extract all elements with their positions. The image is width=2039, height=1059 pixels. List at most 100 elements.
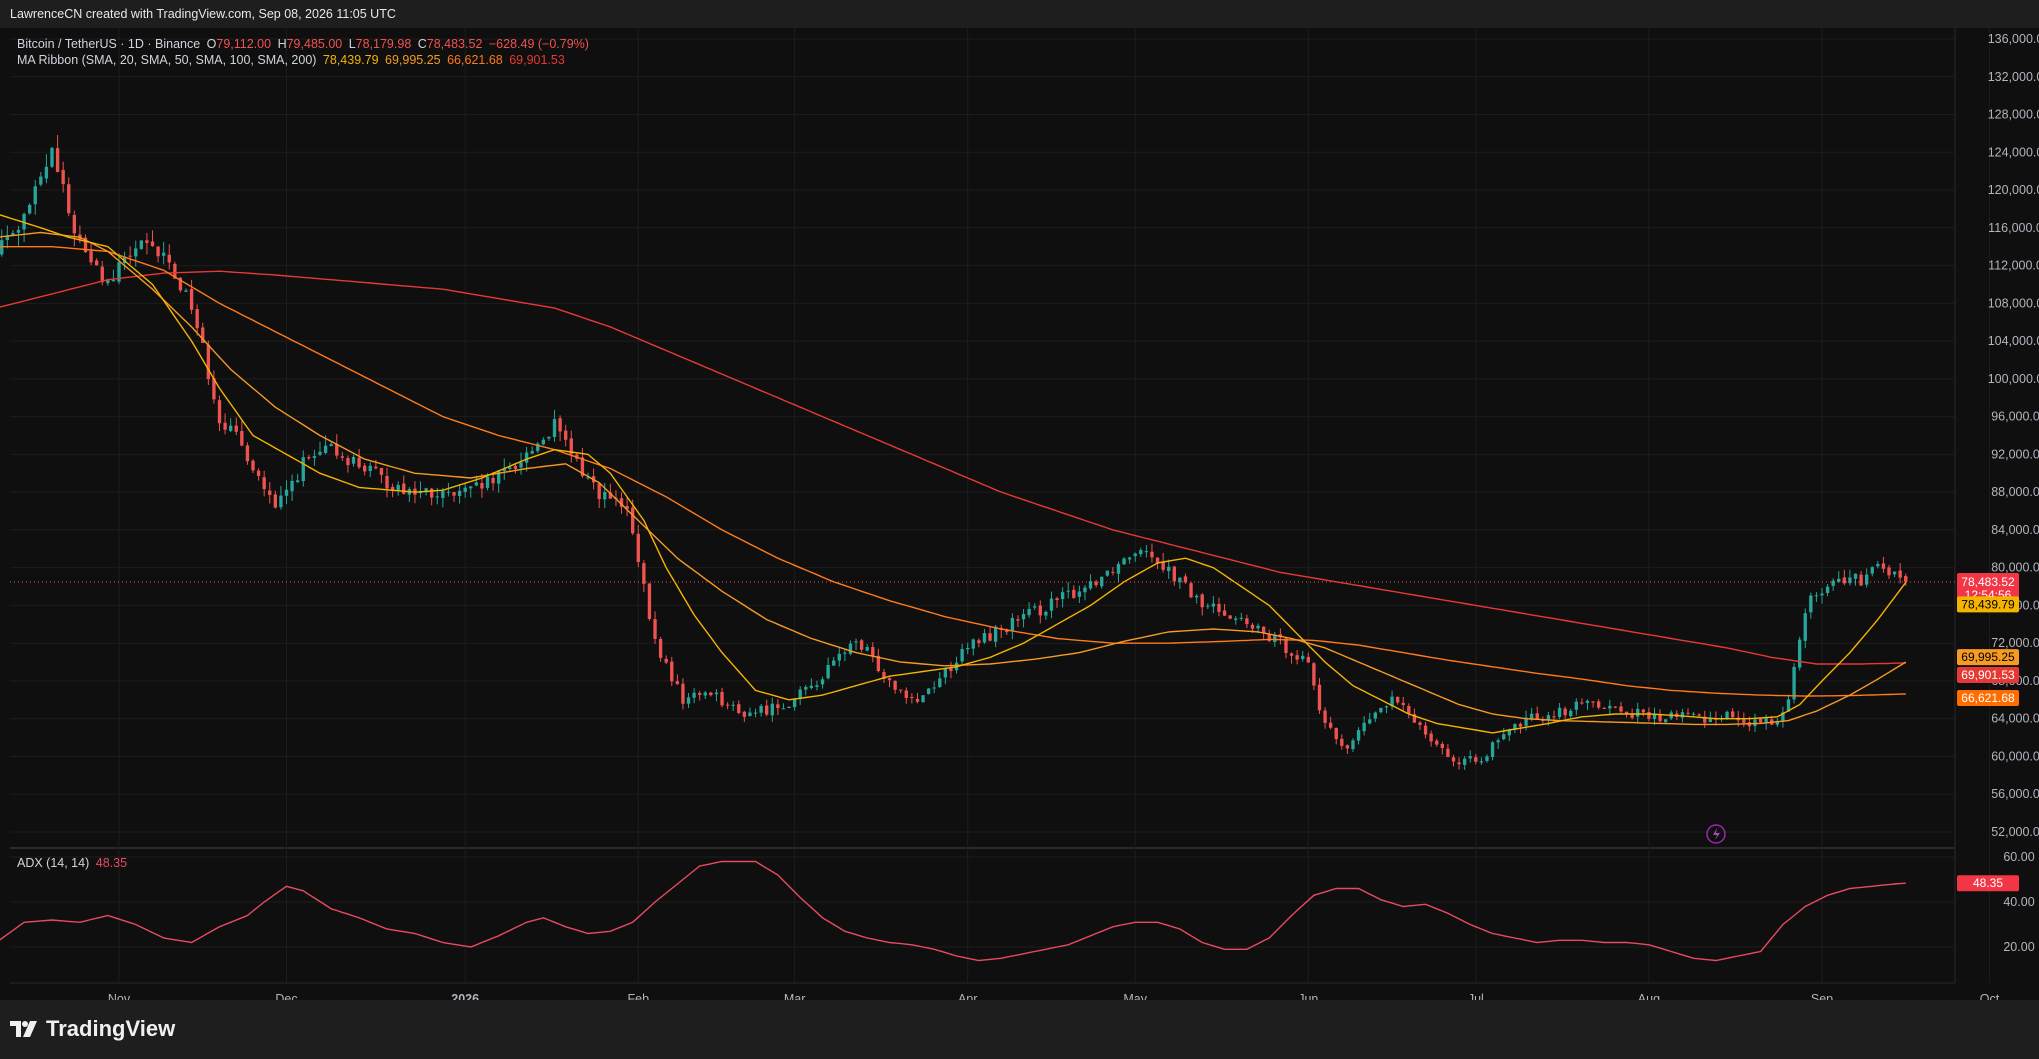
candles[interactable] <box>0 135 1908 770</box>
candle-body <box>519 462 523 468</box>
candle-body <box>530 450 534 454</box>
candle-body <box>240 431 244 446</box>
candle-body <box>882 672 886 679</box>
candle-body <box>1407 706 1411 714</box>
chart-credit: LawrenceCN created with TradingView.com,… <box>10 7 396 21</box>
candle-body <box>1183 576 1188 583</box>
candle-body <box>737 704 741 713</box>
candle-body <box>1557 707 1562 718</box>
symbol-legend[interactable]: Bitcoin / TetherUS · 1D · Binance O79,11… <box>17 37 592 51</box>
adx-title: ADX (14, 14) <box>17 856 90 870</box>
adx-tag[interactable]: 48.35 <box>1957 875 2019 892</box>
candle-body <box>686 697 691 704</box>
ma200-tag[interactable]: 69,901.53 <box>1957 667 2019 684</box>
price-tick-label: 56,000.00 <box>1991 787 2039 801</box>
candle-body <box>681 683 685 704</box>
candle-body <box>926 688 931 694</box>
candle-body <box>396 484 400 492</box>
candle-body <box>1038 605 1042 616</box>
candle-body <box>1345 745 1350 749</box>
candle-body <box>993 626 998 642</box>
lightning-icon[interactable] <box>1706 824 1726 844</box>
candle-body <box>804 686 808 690</box>
candle-body <box>1211 603 1216 607</box>
candle-body <box>1803 613 1807 641</box>
ma200-tag-text: 69,901.53 <box>1961 668 2015 682</box>
candle-body <box>1619 706 1623 712</box>
candle-body <box>982 633 987 643</box>
candle-body <box>1703 716 1707 723</box>
ma50-line[interactable] <box>0 231 1907 726</box>
candle-body <box>1892 571 1897 575</box>
candle-body <box>1055 598 1059 601</box>
candle-body <box>1234 618 1238 620</box>
candle-body <box>876 655 881 672</box>
candle-body <box>1323 710 1327 723</box>
ma20-tag[interactable]: 78,439.79 <box>1957 596 2019 613</box>
candle-body <box>642 563 646 584</box>
candle-body <box>971 639 975 649</box>
candle-body <box>1691 713 1696 715</box>
candle-body <box>664 658 668 663</box>
candle-body <box>770 703 774 716</box>
candle-body <box>1351 740 1355 750</box>
candle-body <box>195 309 199 329</box>
candle-body <box>1222 610 1227 616</box>
price-tick-label: 116,000.00 <box>1988 221 2039 235</box>
candle-body <box>1641 709 1645 713</box>
candle-body <box>748 712 752 717</box>
candle-body <box>832 660 836 666</box>
candle-body <box>1524 717 1528 726</box>
candle-body <box>725 704 730 706</box>
candle-body <box>1167 566 1171 572</box>
candle-body <box>1362 722 1366 732</box>
candle-body <box>1239 617 1243 619</box>
candle-body <box>1116 563 1121 574</box>
price-chart[interactable]: 136,000.00 132,000.00 128,000.00 124,000.00… <box>0 28 2039 1000</box>
ma50-tag[interactable]: 69,995.25 <box>1957 649 2019 666</box>
candle-body <box>446 491 451 493</box>
candle-body <box>1200 594 1204 608</box>
candle-body <box>161 252 166 256</box>
candle-body <box>1111 571 1115 573</box>
candle-body <box>474 482 479 486</box>
candle-body <box>636 533 640 563</box>
candle-body <box>351 456 356 464</box>
ma-ribbon-legend[interactable]: MA Ribbon (SMA, 20, SMA, 50, SMA, 100, S… <box>17 53 568 67</box>
adx-legend[interactable]: ADX (14, 14) 48.35 <box>17 856 130 870</box>
adx-tick-label: 40.00 <box>2003 895 2034 909</box>
candle-body <box>1546 715 1551 720</box>
candle-body <box>122 256 127 264</box>
candle-body <box>631 507 635 534</box>
ma100-line[interactable] <box>0 233 1906 697</box>
price-tick-label: 60,000.00 <box>1991 749 2039 763</box>
candle-body <box>402 483 406 494</box>
price-tick-label: 100,000.00 <box>1988 372 2039 386</box>
candle-body <box>1049 598 1054 611</box>
time-tick-label: Feb <box>628 992 650 1000</box>
tradingview-logo[interactable]: TradingView <box>10 1016 175 1042</box>
candle-body <box>597 483 601 500</box>
candle-body <box>1289 653 1294 656</box>
candle-body <box>1412 714 1417 723</box>
candle-body <box>1859 574 1863 586</box>
candle-body <box>1340 738 1344 746</box>
candle-body <box>1077 591 1082 597</box>
price-tick-label: 92,000.00 <box>1991 447 2039 461</box>
ma20-value: 78,439.79 <box>322 53 379 67</box>
ma200-line[interactable] <box>0 270 1906 665</box>
candle-body <box>346 458 350 466</box>
candle-body <box>703 692 707 696</box>
candle-body <box>1758 718 1763 723</box>
ma100-tag[interactable]: 66,621.68 <box>1957 689 2019 706</box>
ma20-line[interactable] <box>0 214 1907 734</box>
candle-body <box>625 506 629 509</box>
candle-body <box>1395 696 1400 703</box>
candle-body <box>357 457 361 468</box>
candle-body <box>586 477 590 479</box>
candle-body <box>1206 605 1210 607</box>
adx-line[interactable] <box>0 860 1906 962</box>
price-tick-label: 96,000.00 <box>1991 410 2039 424</box>
candle-body <box>1496 740 1500 743</box>
candle-body <box>792 699 797 708</box>
